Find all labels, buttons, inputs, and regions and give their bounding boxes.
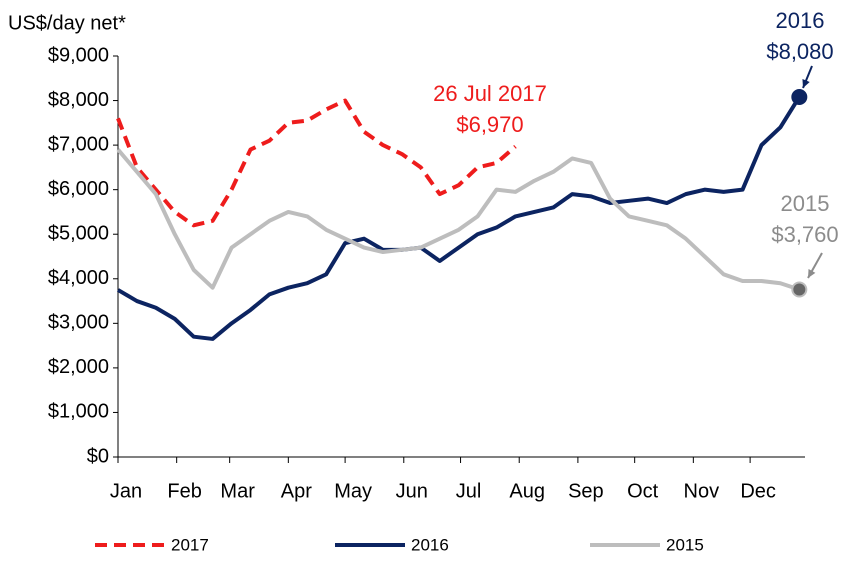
- x-tick-label: Oct: [627, 480, 659, 502]
- x-tick-label: Apr: [281, 480, 312, 502]
- x-tick-label: Jul: [456, 480, 482, 502]
- x-tick-label: Sep: [568, 480, 604, 502]
- annotation: $3,760: [771, 222, 838, 247]
- annotation: $6,970: [456, 112, 523, 137]
- y-tick-label: $0: [87, 445, 109, 467]
- y-tick-label: $6,000: [48, 178, 109, 200]
- y-tick-label: $9,000: [48, 44, 109, 66]
- y-tick-label: $1,000: [48, 401, 109, 423]
- y-axis-label: US$/day net*: [8, 12, 126, 34]
- annotation: 2016: [776, 8, 825, 33]
- y-tick-label: $4,000: [48, 267, 109, 289]
- x-tick-label: Jan: [110, 480, 142, 502]
- series-line: [116, 95, 802, 341]
- x-tick-label: Aug: [509, 480, 545, 502]
- annotation: 2015: [781, 191, 830, 216]
- y-tick-label: $2,000: [48, 356, 109, 378]
- x-tick-label: Jun: [396, 480, 428, 502]
- y-tick-label: $7,000: [48, 133, 109, 155]
- y-tick-label: $8,000: [48, 89, 109, 111]
- x-tick-label: May: [334, 480, 372, 502]
- annotation-arrowhead: [802, 79, 810, 88]
- legend-label: 2017: [171, 535, 209, 554]
- y-tick-label: $3,000: [48, 312, 109, 334]
- x-tick-label: Feb: [167, 480, 201, 502]
- series-line: [116, 98, 517, 228]
- annotation: $8,080: [766, 39, 833, 64]
- end-marker: [791, 88, 808, 105]
- y-tick-label: $5,000: [48, 223, 109, 245]
- x-tick-label: Dec: [740, 480, 776, 502]
- legend-label: 2016: [411, 535, 449, 554]
- annotation-arrowhead: [808, 269, 816, 278]
- x-tick-label: Nov: [684, 480, 720, 502]
- x-tick-label: Mar: [220, 480, 255, 502]
- annotation: 26 Jul 2017: [433, 81, 547, 106]
- legend-label: 2015: [666, 535, 704, 554]
- series-line: [116, 148, 800, 292]
- end-marker: [791, 281, 808, 298]
